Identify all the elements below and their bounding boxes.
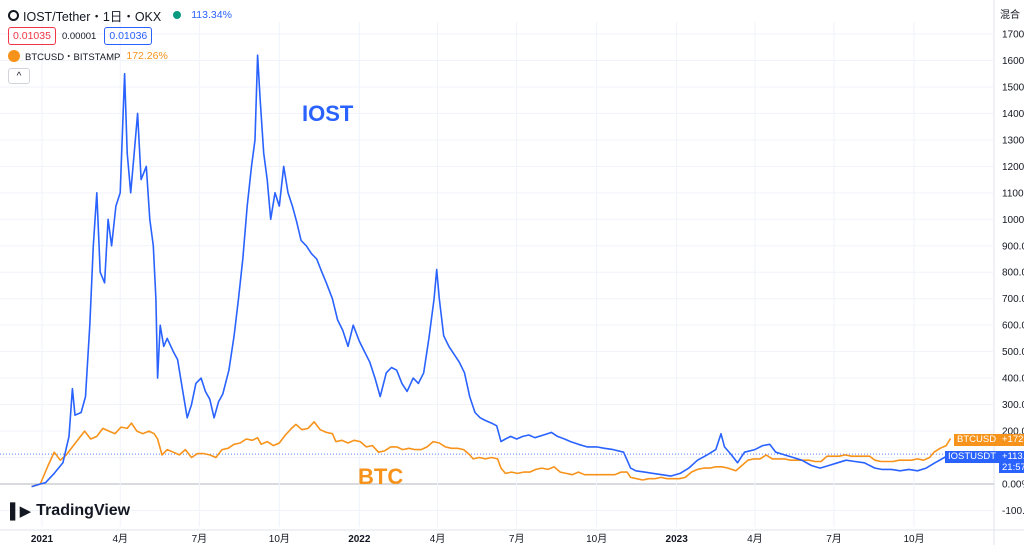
y-tick-label: 600.00% — [1002, 321, 1024, 332]
x-tick-label: 10月 — [586, 533, 607, 545]
x-tick-label: 7月 — [192, 533, 208, 545]
market-status-icon — [173, 11, 182, 19]
iost-tag-time: 21:57 — [1002, 462, 1024, 473]
bid-price[interactable]: 0.01035 — [8, 27, 56, 45]
x-tick-label: 2021 — [31, 534, 54, 545]
axis-mode-label[interactable]: 混合 — [1000, 10, 1020, 21]
spread-value: 0.00001 — [61, 30, 97, 42]
quote-row: 0.01035 0.00001 0.01036 — [8, 27, 232, 45]
y-tick-label: 1000.00% — [1002, 215, 1024, 226]
main-symbol-row[interactable]: IOST/Tether・1日・OKX 113.34% — [8, 6, 232, 24]
y-tick-label: 800.00% — [1002, 268, 1024, 279]
main-change: 113.34% — [191, 9, 232, 21]
y-tick-label: -100.00% — [1002, 506, 1024, 517]
x-tick-label: 10月 — [903, 533, 924, 545]
y-tick-label: 1600.00% — [1002, 56, 1024, 67]
y-tick-label: 1700.00% — [1002, 30, 1024, 41]
iost-price-tag: IOSTUSDT — [945, 451, 1000, 463]
brand-name: TradingView — [36, 502, 131, 519]
series-layer — [31, 54, 952, 488]
chevron-up-icon[interactable]: ^ — [8, 68, 30, 84]
iost-annotation: IOST — [302, 101, 354, 126]
series-line-iostusdt[interactable] — [31, 54, 951, 488]
bitcoin-logo-icon — [8, 50, 20, 62]
y-tick-label: 1100.00% — [1002, 188, 1024, 199]
series-line-btcusd[interactable] — [31, 421, 952, 488]
btc-price-value: +172. — [999, 434, 1024, 446]
btc-price-tag: BTCUSD — [954, 434, 1000, 446]
x-tick-label: 4月 — [430, 533, 446, 545]
y-tick-label: 700.00% — [1002, 294, 1024, 305]
x-tick-label: 7月 — [509, 533, 525, 545]
compare-symbol-row[interactable]: BTCUSD・BITSTAMP 172.26% — [8, 47, 232, 65]
symbol-title[interactable]: IOST/Tether・1日・OKX — [23, 9, 162, 24]
y-tick-label: 400.00% — [1002, 374, 1024, 385]
chart-legend: IOST/Tether・1日・OKX 113.34% 0.01035 0.000… — [8, 6, 232, 85]
settings-gear-icon[interactable] — [8, 9, 19, 21]
tradingview-logo: ▌▶ TradingView — [10, 502, 130, 520]
y-tick-label: 1300.00% — [1002, 135, 1024, 146]
x-tick-label: 4月 — [112, 533, 128, 545]
x-tick-label: 4月 — [747, 533, 763, 545]
btc-tag-name: BTCUSD — [957, 434, 997, 445]
ask-price[interactable]: 0.01036 — [104, 27, 153, 45]
compare-change: 172.26% — [126, 50, 168, 62]
y-tick-label: 200.00% — [1002, 427, 1024, 438]
y-tick-label: 500.00% — [1002, 347, 1024, 358]
tradingview-logo-icon: ▌▶ — [10, 503, 31, 520]
y-tick-label: 1400.00% — [1002, 109, 1024, 120]
iost-tag-value: +113. — [1002, 451, 1024, 462]
iost-price-value: +113. 21:57 — [999, 451, 1024, 473]
y-tick-label: 300.00% — [1002, 400, 1024, 411]
x-axis[interactable]: 2021 4月 7月 10月 2022 4月 7月 10月 2023 4月 7月 10月 — [31, 533, 925, 545]
x-tick-label: 2022 — [348, 534, 371, 545]
y-tick-label: 1500.00% — [1002, 82, 1024, 93]
compare-symbol-title[interactable]: BTCUSD・BITSTAMP — [25, 52, 121, 63]
iost-tag-name: IOSTUSDT — [948, 451, 997, 462]
y-tick-label: 900.00% — [1002, 241, 1024, 252]
btc-tag-value: +172. — [1002, 434, 1024, 445]
y-tick-label: 0.00% — [1002, 480, 1024, 491]
x-tick-label: 2023 — [666, 534, 689, 545]
y-tick-label: 1200.00% — [1002, 162, 1024, 173]
btc-annotation: BTC — [358, 464, 404, 489]
x-tick-label: 10月 — [269, 533, 290, 545]
x-tick-label: 7月 — [826, 533, 842, 545]
